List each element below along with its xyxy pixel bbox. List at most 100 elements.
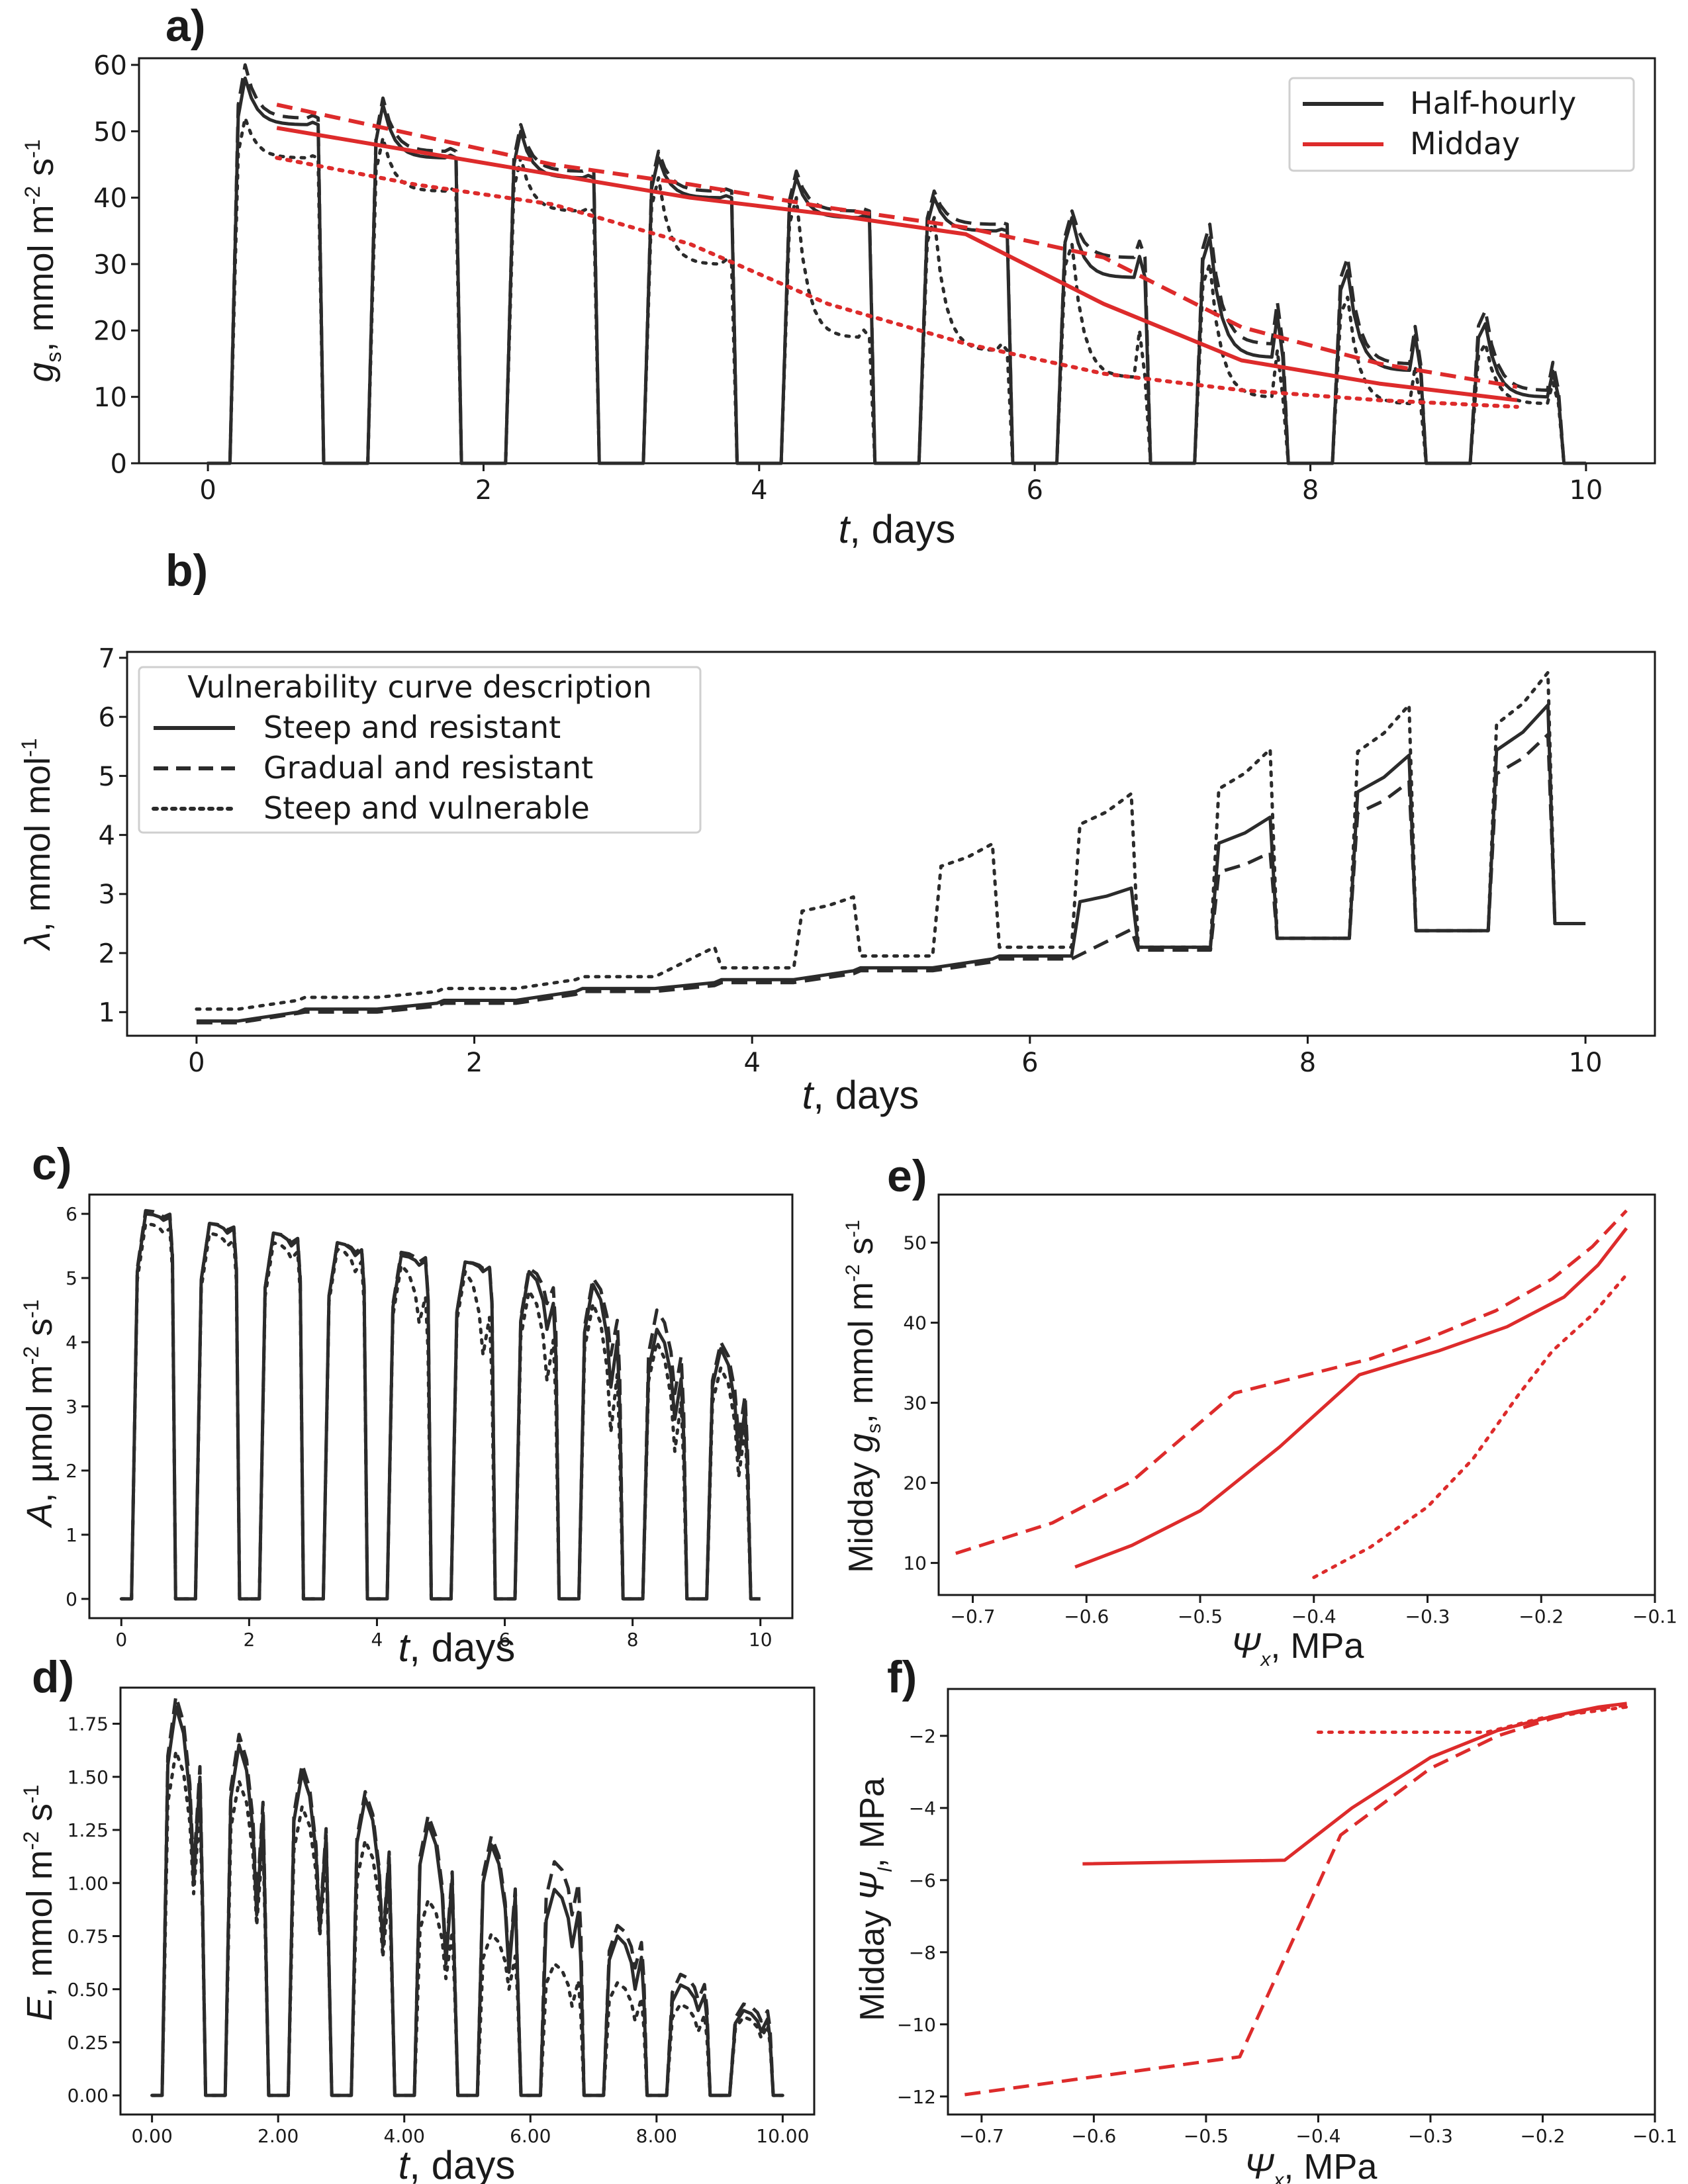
panel-b-xlabel: t, days [802,1073,919,1117]
panel-e-label: e) [887,1151,927,1201]
panel-c-ytick-label: 2 [66,1460,77,1482]
line-c-steep-and-resistant [121,1212,761,1601]
line-d-steep-and-vulnerable [150,1749,784,2097]
panel-e-ytick-label: 50 [903,1232,927,1254]
panel-d-ytick-label: 1.75 [68,1713,109,1735]
panel-e-xtick-label: −0.1 [1632,1606,1677,1627]
panel-d-xtick-label: 4.00 [384,2125,425,2147]
panel-b-xtick-label: 0 [188,1048,205,1078]
panel-a-ytick-label: 40 [93,183,127,214]
panel-a-ytick-label: 50 [93,117,127,148]
panel-c-ytick-label: 1 [66,1524,77,1546]
panel-a-xtick-label: 2 [475,475,492,506]
panel-c-xtick-label: 8 [627,1629,639,1651]
panel-d-xtick-label: 2.00 [258,2125,299,2147]
panel-b-ytick-label: 7 [99,643,115,674]
line-f-steep-and-resistant [1082,1702,1627,1866]
panel-b-xtick-label: 10 [1569,1048,1603,1078]
panel-e-ytick-label: 40 [903,1312,927,1334]
panel-f-ytick-label: −4 [909,1797,936,1819]
panel-d-ytick-label: 1.00 [68,1872,109,1894]
panel-d: d) 0.00 2.00 4.00 6.00 8.00 10.00 0.00 0.25 0.50… [19,1652,816,2184]
panel-d-xtick-label: 0.00 [131,2125,172,2147]
line-d-gradual-and-resistant [152,1694,783,2097]
panel-b-ylabel: λ, mmol mol-1 [17,738,58,951]
panel-c-ytick-label: 6 [66,1203,77,1225]
panel-a-xtick-label: 8 [1302,475,1319,506]
panel-a-xtick-label: 10 [1569,475,1603,506]
halfhourly-line-steep-and-vulnerable [206,116,1588,465]
panel-a-ytick-label: 10 [93,383,127,413]
panel-d-ytick-label: 0.50 [68,1979,109,2001]
panel-a-legend: Half-hourly Midday [1288,77,1635,172]
lambda-line-gradual-and-resistant [196,733,1586,1024]
panel-a-ytick-label: 20 [93,316,127,347]
panel-e-frame [937,1193,1656,1596]
panel-d-ytick-label: 0.25 [68,2032,109,2054]
panel-f-ytick-label: −12 [897,2086,936,2108]
line-e-steep-and-resistant [1074,1227,1628,1569]
line-e-gradual-and-resistant [955,1209,1628,1555]
panel-a-ytick-label: 30 [93,250,127,280]
panel-a-xtick-label: 6 [1026,475,1043,506]
panel-f-xtick-label: −0.6 [1071,2125,1116,2147]
legend-b-title: Vulnerability curve description [187,669,652,705]
panel-d-xtick-label: 8.00 [636,2125,677,2147]
panel-f-ytick-label: −6 [909,1870,936,1891]
panel-d-frame [119,1686,816,2116]
panel-b-legend: Vulnerability curve description Steep an… [138,666,702,834]
panel-f-xtick-label: −0.3 [1408,2125,1453,2147]
panel-b-label: b) [165,545,208,596]
panel-f-frame [947,1688,1656,2116]
panel-c-ytick-label: 0 [66,1588,77,1610]
panel-d-ytick-label: 0.75 [68,1926,109,1948]
midday-line-steep-and-resistant [276,126,1518,402]
line-e-steep-and-vulnerable [1312,1273,1628,1579]
legend-b-steep-vulnerable-label: Steep and vulnerable [263,790,590,826]
panel-f-ytick-label: −10 [897,2014,936,2036]
panel-c-xtick-label: 6 [499,1629,511,1651]
lambda-line-steep-and-vulnerable [195,670,1587,1011]
panel-c-ytick-label: 4 [66,1332,77,1353]
panel-d-xtick-label: 6.00 [510,2125,551,2147]
lambda-line-steep-and-resistant [196,703,1586,1023]
legend-a-midday-label: Midday [1410,126,1520,161]
panel-c-xtick-label: 0 [115,1629,127,1651]
panel-e-xtick-label: −0.4 [1291,1606,1336,1627]
panel-c-ylabel: A, µmol m-2 s-1 [19,1299,60,1528]
panel-c-label: c) [32,1139,71,1189]
midday-line-gradual-and-resistant [276,103,1518,389]
panel-b-ytick-label: 5 [99,762,115,792]
legend-b-steep-resistant-label: Steep and resistant [263,709,561,745]
panel-e-ytick-label: 20 [903,1473,927,1494]
panel-f-xlabel: Ψx, MPa [1244,2147,1378,2184]
legend-a-halfhourly-label: Half-hourly [1410,85,1576,121]
panel-f-ylabel: Midday Ψl, MPa [853,1778,896,2021]
panel-f-label: f) [887,1652,917,1702]
panel-f-xtick-label: −0.7 [959,2125,1004,2147]
panel-c-xtick-label: 2 [243,1629,255,1651]
panel-e-xlabel: Ψx, MPa [1231,1626,1365,1670]
panel-c-ytick-label: 5 [66,1267,77,1289]
panel-a-xlabel: t, days [839,507,956,551]
panel-c-ytick-label: 3 [66,1396,77,1418]
panel-f-xtick-label: −0.2 [1520,2125,1565,2147]
panel-a-label: a) [165,1,205,51]
panel-b-xtick-label: 4 [743,1048,760,1078]
panel-b-ytick-label: 3 [99,880,115,910]
panel-d-label: d) [32,1652,74,1702]
panel-e-ylabel: Midday gs, mmol m-2 s-1 [842,1220,885,1573]
line-c-steep-and-vulnerable [119,1222,763,1601]
panel-a-xtick-label: 4 [751,475,767,506]
panel-e-xtick-label: −0.2 [1519,1606,1564,1627]
panel-b-ytick-label: 6 [99,703,115,733]
panel-d-ytick-label: 0.00 [68,2085,109,2107]
panel-e-xtick-label: −0.3 [1405,1606,1450,1627]
panel-f-xtick-label: −0.5 [1184,2125,1229,2147]
line-c-gradual-and-resistant [121,1208,761,1601]
panel-c: c) 0 2 4 6 8 10 0 1 2 3 4 5 6 A, µmol m-2 s-1 t, day… [19,1139,794,1670]
midday-line-steep-and-vulnerable [275,156,1519,409]
panel-b-ytick-label: 1 [99,998,115,1028]
